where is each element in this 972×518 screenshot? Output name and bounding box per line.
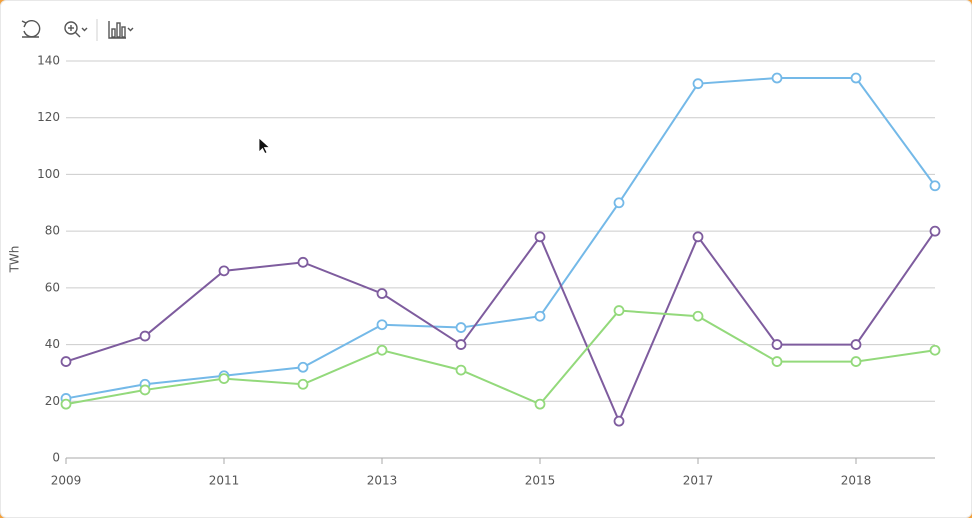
- chart-type-button[interactable]: [108, 21, 134, 39]
- data-point: [455, 339, 467, 350]
- x-tick-label: 2015: [525, 474, 556, 488]
- reset-button[interactable]: [21, 19, 41, 38]
- x-tick-label: 2013: [367, 474, 398, 488]
- data-point: [613, 305, 625, 316]
- data-point: [771, 356, 783, 367]
- data-point: [929, 180, 941, 192]
- y-tick-label: 60: [45, 280, 60, 294]
- data-point: [613, 197, 625, 209]
- data-point: [850, 339, 862, 350]
- data-point: [376, 319, 388, 331]
- data-point: [534, 310, 546, 322]
- y-tick-label: 20: [45, 394, 60, 408]
- series-line: [65, 77, 936, 400]
- data-point: [218, 373, 230, 385]
- series-line: [65, 309, 936, 406]
- y-tick-label: 0: [52, 451, 60, 465]
- series-line: [65, 230, 936, 424]
- y-axis-label: TWh: [8, 246, 22, 274]
- data-point: [297, 256, 309, 268]
- data-point: [850, 356, 862, 367]
- data-point: [455, 322, 467, 333]
- x-tick-label: 2009: [51, 474, 82, 488]
- data-point: [771, 72, 783, 84]
- y-tick-label: 40: [45, 337, 60, 351]
- data-point: [455, 364, 467, 376]
- data-point: [60, 398, 72, 410]
- data-point: [692, 231, 704, 243]
- y-tick-label: 140: [37, 54, 60, 68]
- y-tick-label: 100: [37, 167, 60, 181]
- x-tick-label: 2017: [683, 474, 714, 488]
- data-point: [218, 265, 230, 277]
- data-point: [376, 344, 388, 356]
- x-tick-label: 2011: [209, 474, 240, 488]
- data-point: [771, 339, 783, 350]
- data-point: [297, 361, 309, 373]
- toolbar: [21, 19, 134, 41]
- x-tick-label: 2018: [841, 474, 872, 488]
- zoom-button[interactable]: [64, 21, 88, 38]
- y-tick-label: 80: [45, 224, 60, 238]
- data-point: [929, 225, 941, 237]
- data-point: [692, 78, 704, 90]
- data-point: [60, 356, 72, 367]
- data-point: [850, 72, 862, 84]
- data-point: [613, 415, 625, 427]
- data-point: [534, 231, 546, 243]
- data-point: [376, 288, 388, 299]
- y-tick-label: 120: [37, 110, 60, 124]
- data-point: [929, 344, 941, 356]
- mouse-cursor: [258, 137, 271, 155]
- data-point: [139, 384, 151, 396]
- data-point: [139, 330, 151, 342]
- data-point: [297, 378, 309, 390]
- data-point: [692, 310, 704, 322]
- data-point: [534, 398, 546, 410]
